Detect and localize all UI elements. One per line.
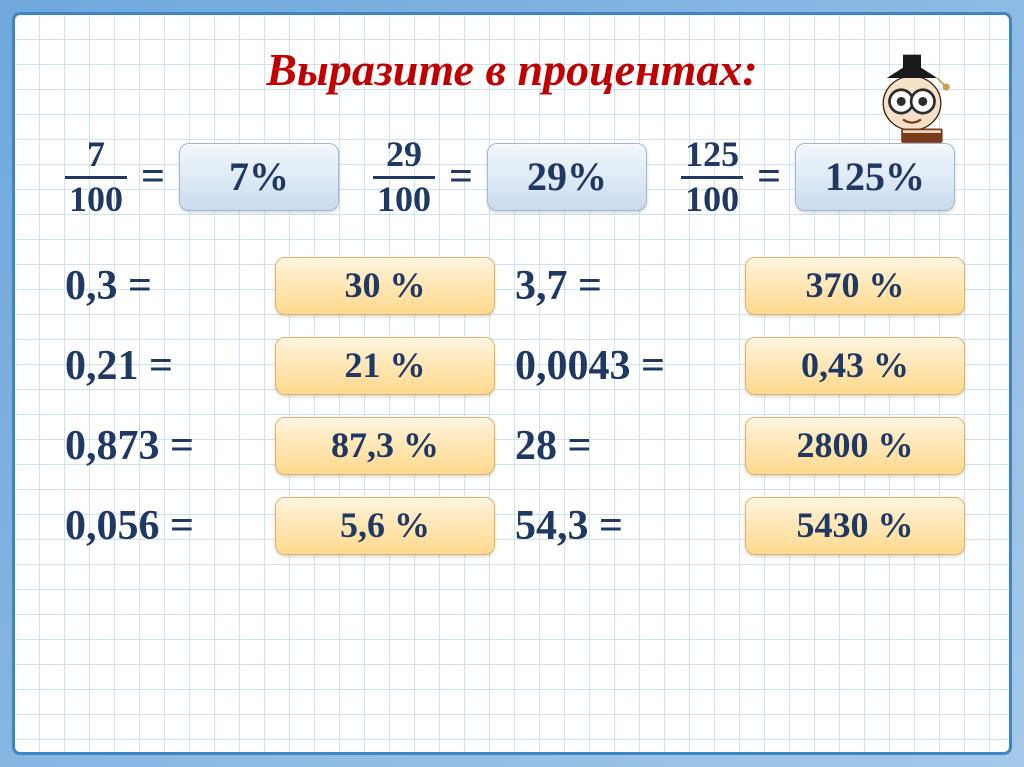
fraction-denominator: 100	[681, 181, 743, 219]
answer-tile[interactable]: 21 %	[275, 337, 495, 395]
fraction: 29 100	[373, 136, 435, 219]
fractions-row: 7 100 = 7% 29 100 = 29% 125	[61, 136, 963, 219]
fraction-group: 7 100 = 7%	[65, 136, 339, 219]
fraction: 7 100	[65, 136, 127, 219]
answer-tile[interactable]: 87,3 %	[275, 417, 495, 475]
decimal-label: 0,056 =	[65, 502, 265, 550]
decimal-label: 0,873 =	[65, 422, 265, 470]
mascot-icon	[867, 49, 957, 144]
answer-tile[interactable]: 2800 %	[745, 417, 965, 475]
fraction-group: 125 100 = 125%	[681, 136, 955, 219]
decimal-label: 0,21 =	[65, 342, 265, 390]
answer-tile[interactable]: 125%	[795, 143, 955, 211]
fraction-numerator: 125	[681, 136, 743, 174]
answer-tile[interactable]: 30 %	[275, 257, 495, 315]
equals-sign: =	[141, 153, 165, 201]
decimal-label: 0,0043 =	[505, 342, 735, 390]
slide-frame-inner: Выразите в процентах: 7	[12, 12, 1012, 755]
answer-tile[interactable]: 0,43 %	[745, 337, 965, 395]
fraction: 125 100	[681, 136, 743, 219]
decimals-grid: 0,3 = 30 % 3,7 = 370 % 0,21 = 21 % 0,004…	[61, 257, 963, 555]
decimal-label: 54,3 =	[505, 502, 735, 550]
decimal-label: 3,7 =	[505, 262, 735, 310]
answer-tile[interactable]: 370 %	[745, 257, 965, 315]
fraction-numerator: 29	[382, 136, 426, 174]
decimal-label: 0,3 =	[65, 262, 265, 310]
equals-sign: =	[449, 153, 473, 201]
fraction-numerator: 7	[83, 136, 109, 174]
answer-tile[interactable]: 5,6 %	[275, 497, 495, 555]
answer-tile[interactable]: 5430 %	[745, 497, 965, 555]
answer-tile[interactable]: 29%	[487, 143, 647, 211]
fraction-group: 29 100 = 29%	[373, 136, 647, 219]
fraction-denominator: 100	[65, 181, 127, 219]
answer-tile[interactable]: 7%	[179, 143, 339, 211]
decimal-label: 28 =	[505, 422, 735, 470]
equals-sign: =	[757, 153, 781, 201]
slide-title: Выразите в процентах:	[61, 43, 963, 96]
slide-frame-outer: Выразите в процентах: 7	[0, 0, 1024, 767]
fraction-denominator: 100	[373, 181, 435, 219]
